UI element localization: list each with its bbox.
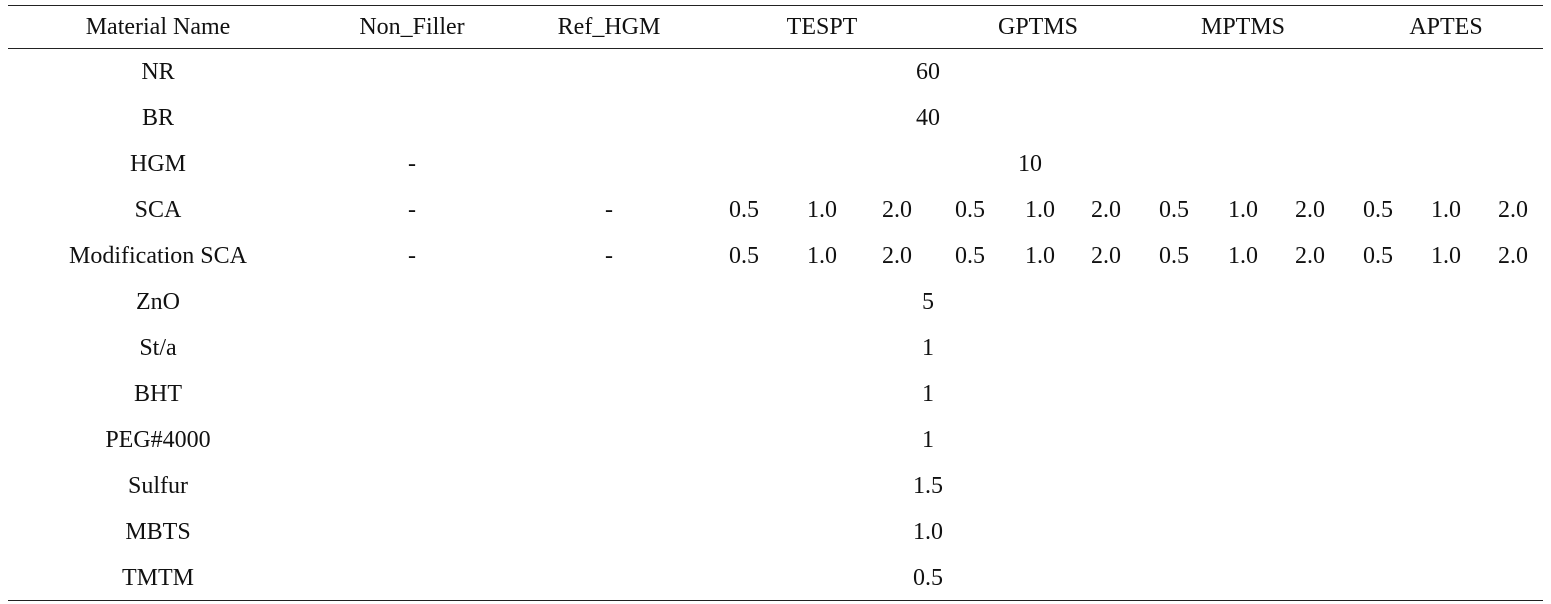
row-label: SCA xyxy=(134,197,182,223)
header-cell: MPTMS xyxy=(1200,14,1286,40)
row-label: St/a xyxy=(139,335,177,361)
row-label: MBTS xyxy=(125,519,191,545)
row-label: Sulfur xyxy=(128,473,188,499)
table-cell: 1 xyxy=(922,381,934,407)
row-label: ZnO xyxy=(136,289,180,315)
table-cell: 1.0 xyxy=(1025,243,1055,269)
table-cell: 1.0 xyxy=(913,519,943,545)
header-cell: Ref_HGM xyxy=(557,14,661,40)
header-cell: TESPT xyxy=(786,14,858,40)
table-cell: 1 xyxy=(922,335,934,361)
table-cell: 2.0 xyxy=(882,197,912,223)
table-cell: 0.5 xyxy=(955,243,985,269)
row-label: BHT xyxy=(134,381,182,407)
header-cell: Non_Filler xyxy=(359,14,465,40)
table-cell: 1.0 xyxy=(807,197,837,223)
table-cell: 1.0 xyxy=(1431,197,1461,223)
row-label: TMTM xyxy=(122,565,194,591)
table-cell: 0.5 xyxy=(1159,197,1189,223)
table-cell: 0.5 xyxy=(729,243,759,269)
table-cell: - xyxy=(605,197,613,223)
table-cell: - xyxy=(605,243,613,269)
table-cell: 1 xyxy=(922,427,934,453)
table-cell: 2.0 xyxy=(882,243,912,269)
table-cell: 2.0 xyxy=(1091,197,1121,223)
table-cell: 1.0 xyxy=(1228,243,1258,269)
table-cell: 40 xyxy=(916,105,940,131)
table-cell: - xyxy=(408,151,416,177)
row-label: NR xyxy=(141,59,175,85)
table-cell: 60 xyxy=(916,59,940,85)
header-cell: GPTMS xyxy=(997,14,1079,40)
top-rule xyxy=(8,5,1543,6)
row-label: Modification SCA xyxy=(69,243,247,269)
table-cell: 1.5 xyxy=(913,473,943,499)
row-label: PEG#4000 xyxy=(105,427,211,453)
row-label: HGM xyxy=(129,151,187,177)
table-cell: 1.0 xyxy=(807,243,837,269)
table-cell: 1.0 xyxy=(1228,197,1258,223)
header-cell: Material Name xyxy=(85,14,231,40)
table-cell: 2.0 xyxy=(1498,197,1528,223)
header-cell: APTES xyxy=(1409,14,1483,40)
header-rule xyxy=(8,48,1543,49)
table-cell: 0.5 xyxy=(913,565,943,591)
table-cell: 1.0 xyxy=(1431,243,1461,269)
table-cell: 5 xyxy=(922,289,934,315)
table-cell: - xyxy=(408,243,416,269)
table-cell: - xyxy=(408,197,416,223)
table-cell: 2.0 xyxy=(1091,243,1121,269)
table-cell: 0.5 xyxy=(1159,243,1189,269)
table-cell: 0.5 xyxy=(729,197,759,223)
table-cell: 1.0 xyxy=(1025,197,1055,223)
bottom-rule xyxy=(8,600,1543,601)
table-cell: 0.5 xyxy=(1363,197,1393,223)
row-label: BR xyxy=(141,105,175,131)
table-cell: 10 xyxy=(1018,151,1042,177)
table-cell: 2.0 xyxy=(1498,243,1528,269)
table-cell: 2.0 xyxy=(1295,197,1325,223)
table-cell: 0.5 xyxy=(1363,243,1393,269)
table-cell: 0.5 xyxy=(955,197,985,223)
table-cell: 2.0 xyxy=(1295,243,1325,269)
